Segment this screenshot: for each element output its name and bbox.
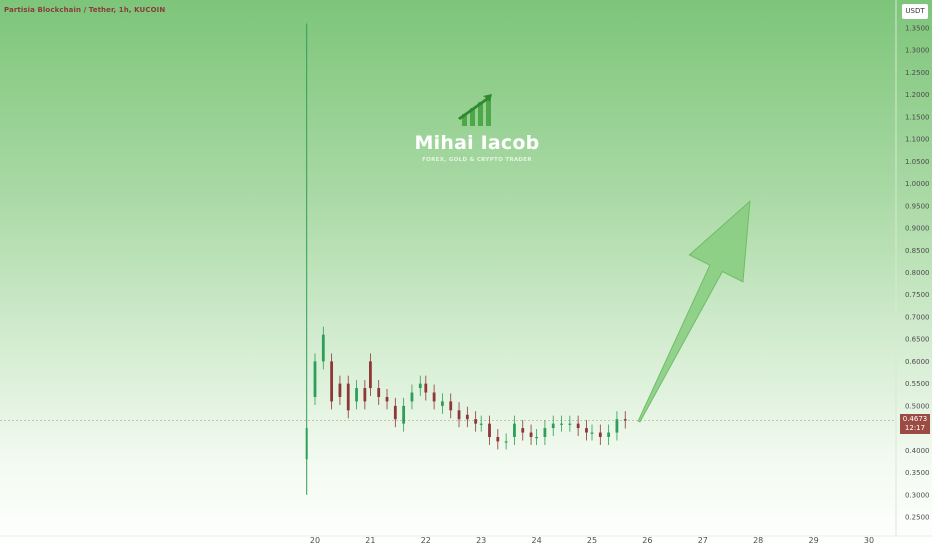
- candle-body: [363, 388, 367, 402]
- price-tick-label: 0.6500: [905, 336, 930, 344]
- price-tick-label: 0.7000: [905, 313, 930, 321]
- candle-body: [432, 392, 436, 402]
- price-tick-label: 1.2000: [905, 91, 930, 99]
- candle-body: [410, 392, 414, 402]
- time-tick-label: 30: [864, 536, 874, 545]
- price-tick-label: 1.0500: [905, 158, 930, 166]
- candle-body: [369, 361, 372, 389]
- time-tick-label: 21: [365, 536, 375, 545]
- time-tick-label: 24: [532, 536, 542, 545]
- candle-body: [321, 334, 325, 362]
- price-tick-label: 0.3000: [905, 491, 930, 499]
- candle-body: [568, 423, 572, 425]
- watermark-tagline: FOREX, GOLD & CRYPTO TRADER: [422, 157, 532, 163]
- price-tick-label: 0.2500: [905, 514, 930, 522]
- time-tick-label: 26: [642, 536, 652, 545]
- candle-body: [385, 396, 389, 402]
- price-tick-label: 0.3500: [905, 469, 930, 477]
- candle-body: [615, 419, 619, 433]
- price-tick-label: 0.7500: [905, 291, 930, 299]
- price-tick-label: 0.8500: [905, 247, 930, 255]
- candle-body: [504, 441, 508, 443]
- price-tick-label: 0.5000: [905, 402, 930, 410]
- time-tick-label: 28: [753, 536, 763, 545]
- candle-body: [590, 432, 594, 434]
- candle-body: [424, 383, 428, 393]
- candle-body: [488, 423, 491, 437]
- listing-spike-body: [305, 428, 308, 460]
- candle-body: [449, 401, 453, 411]
- candle-body: [543, 428, 547, 437]
- last-price-value: 0.4673: [902, 415, 928, 423]
- price-tick-label: 0.9000: [905, 225, 930, 233]
- candle-body: [496, 436, 500, 442]
- watermark-name: Mihai Iacob: [414, 132, 540, 154]
- chart-title: Partisia Blockchain / Tether, 1h, KUCOIN: [4, 6, 166, 14]
- candle-body: [377, 388, 381, 397]
- projection-arrow: [637, 200, 751, 423]
- price-tick-label: 1.1000: [905, 136, 930, 144]
- price-tick-label: 1.3500: [905, 25, 930, 33]
- price-tick-label: 1.1500: [905, 113, 930, 121]
- price-tick-label: 0.9500: [905, 202, 930, 210]
- candle-body: [441, 401, 444, 406]
- time-tick-label: 29: [809, 536, 819, 545]
- candle-body: [465, 414, 469, 420]
- candle-body: [607, 432, 611, 437]
- price-tick-label: 1.0000: [905, 180, 930, 188]
- candle-body: [330, 361, 334, 402]
- price-tick-label: 0.6000: [905, 358, 930, 366]
- candle-body: [474, 419, 478, 424]
- price-countdown: 12:17: [904, 424, 926, 432]
- candle-body: [513, 423, 516, 437]
- time-tick-label: 20: [310, 536, 320, 545]
- candle-body: [457, 410, 461, 420]
- watermark-logo: Mihai Iacob FOREX, GOLD & CRYPTO TRADER: [412, 92, 542, 172]
- price-tick-label: 0.8000: [905, 269, 930, 277]
- price-tick-label: 1.3000: [905, 47, 930, 55]
- candle-body: [560, 423, 563, 425]
- candle-body: [346, 383, 350, 411]
- candle-body: [338, 383, 342, 397]
- candle-body: [418, 383, 422, 389]
- candle-body: [551, 423, 555, 429]
- time-tick-label: 27: [698, 536, 708, 545]
- candle-body: [402, 405, 406, 424]
- candle-body: [393, 405, 397, 420]
- candle-body: [598, 432, 602, 437]
- time-tick-label: 22: [421, 536, 431, 545]
- candle-body: [535, 436, 538, 439]
- time-tick-label: 23: [476, 536, 486, 545]
- last-price-label: 0.4673 12:17: [900, 414, 930, 434]
- price-tick-label: 1.2500: [905, 69, 930, 77]
- candle-body: [355, 388, 358, 402]
- price-tick-label: 0.4000: [905, 447, 930, 455]
- candle-body: [585, 428, 588, 433]
- time-tick-label: 25: [587, 536, 597, 545]
- candle-body: [479, 423, 483, 425]
- price-tick-label: 0.5500: [905, 380, 930, 388]
- candle-body: [529, 432, 533, 437]
- candle-body: [576, 423, 580, 429]
- candle-body: [521, 428, 525, 433]
- currency-badge[interactable]: USDT: [902, 4, 928, 19]
- rising-bars-arrow-icon: [458, 94, 492, 126]
- candle-body: [313, 361, 317, 397]
- candle-body: [623, 419, 627, 421]
